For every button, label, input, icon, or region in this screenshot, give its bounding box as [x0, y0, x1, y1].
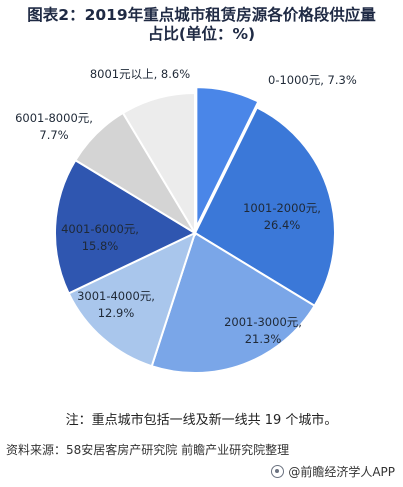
- brand-icon: [271, 465, 285, 478]
- pie-slice: [150, 231, 316, 374]
- pie-slice: [121, 91, 196, 237]
- footer-brand: @前瞻经济学人APP: [271, 463, 395, 480]
- slice-label: 6001-8000元, 7.7%: [15, 111, 93, 142]
- slice-label: 2001-3000元, 21.3%: [224, 315, 302, 346]
- chart-title-line1: 图表2：2019年重点城市租赁房源各价格段供应量: [27, 6, 376, 24]
- slice-label: 1001-2000元, 26.4%: [243, 201, 321, 232]
- slice-label: 8001元以上, 8.6%: [90, 67, 190, 81]
- slice-label: 3001-4000元, 12.9%: [77, 289, 155, 320]
- chart-note: 注：重点城市包括一线及新一线共 19 个城市。: [65, 413, 338, 428]
- brand-label: @前瞻经济学人APP: [288, 465, 395, 479]
- slice-label: 0-1000元, 7.3%: [268, 73, 357, 87]
- chart-title-line2: 占比(单位：%): [147, 25, 256, 43]
- pie-slice: [67, 231, 197, 368]
- pie-chart: 0-1000元, 7.3% 1001-2000元, 26.4% 2001-3000元,…: [15, 67, 357, 374]
- pie-slice: [193, 106, 336, 308]
- slice-label: 4001-6000元, 15.8%: [61, 222, 139, 253]
- pie-slice: [54, 158, 198, 295]
- chart-title: 图表2：2019年重点城市租赁房源各价格段供应量 占比(单位：%): [0, 6, 403, 44]
- pie-slice: [195, 86, 260, 228]
- source-text: 资料来源：58安居客房产研究院 前瞻产业研究院整理: [6, 443, 290, 457]
